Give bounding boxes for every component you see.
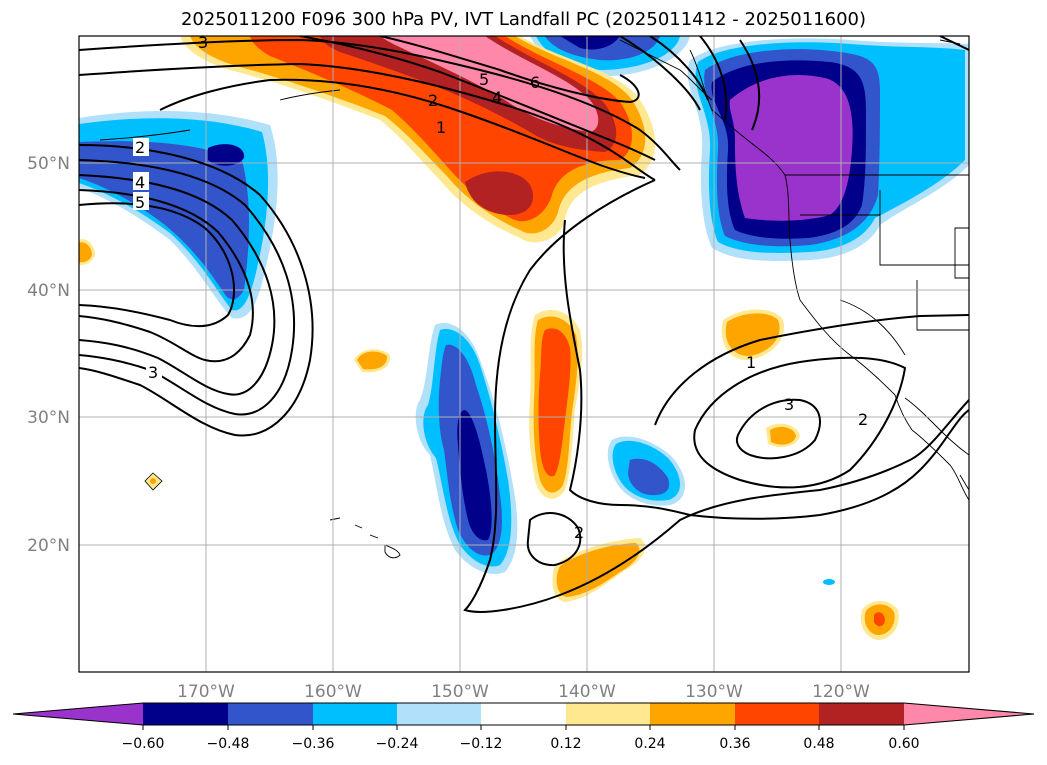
- contour-label: 6: [530, 73, 540, 92]
- contour-label: 4: [492, 88, 502, 107]
- chart-title: 2025011200 F096 300 hPa PV, IVT Landfall…: [180, 9, 867, 30]
- graticule: [79, 36, 969, 672]
- lat-tick-labels: 50°N 40°N 30°N 20°N: [27, 154, 70, 556]
- contour-label: 2: [574, 523, 584, 542]
- contour-label: 3: [198, 33, 208, 52]
- colorbar-tick-label: 0.24: [634, 736, 665, 752]
- contour-label: 3: [784, 395, 794, 414]
- colorbar-extend-high: [904, 703, 1034, 725]
- contour-label: 4: [135, 173, 145, 192]
- colorbar-extend-low: [13, 703, 143, 725]
- lon-tick-label: 160°W: [304, 682, 362, 702]
- contour-label: 2: [135, 138, 145, 157]
- lat-tick-label: 30°N: [27, 408, 70, 428]
- contour-label: 1: [746, 353, 756, 372]
- colorbar-tick-label: 0.36: [719, 736, 750, 752]
- coastlines: [99, 39, 969, 559]
- colorbar-tick-label: −0.36: [292, 736, 335, 752]
- lon-tick-labels: 170°W 160°W 150°W 140°W 130°W 120°W: [177, 682, 870, 702]
- contour-label: 5: [135, 193, 145, 212]
- lon-tick-label: 140°W: [558, 682, 616, 702]
- contour-label: 2: [858, 410, 868, 429]
- lon-tick-label: 170°W: [177, 682, 235, 702]
- contour-label: 3: [148, 363, 158, 382]
- lon-tick-label: 120°W: [812, 682, 870, 702]
- lon-tick-label: 130°W: [685, 682, 743, 702]
- lat-tick-label: 50°N: [27, 154, 70, 174]
- map-frame: [78, 35, 970, 673]
- colorbar-tick-label: −0.12: [460, 736, 503, 752]
- ivt-contours: [79, 36, 969, 613]
- colorbar-tick-label: −0.24: [376, 736, 419, 752]
- contour-labels: 2 4 5 3 1 2 5 6 4 3 1 3 2 2: [133, 33, 868, 542]
- contour-label: 1: [436, 118, 446, 137]
- colorbar-tick-label: −0.60: [122, 736, 165, 752]
- contour-label: 5: [479, 70, 489, 89]
- colorbar-tick-label: 0.48: [803, 736, 834, 752]
- colorbar-tick-label: −0.48: [207, 736, 250, 752]
- colorbar-tick-label: 0.12: [550, 736, 581, 752]
- colorbar-tick-label: 0.60: [888, 736, 919, 752]
- lat-tick-label: 20°N: [27, 536, 70, 556]
- colorbar: −0.60 −0.48 −0.36 −0.24 −0.12 0.12 0.24 …: [12, 702, 1035, 752]
- lat-tick-label: 40°N: [27, 281, 70, 301]
- contour-label: 2: [428, 91, 438, 110]
- lon-tick-label: 150°W: [431, 682, 489, 702]
